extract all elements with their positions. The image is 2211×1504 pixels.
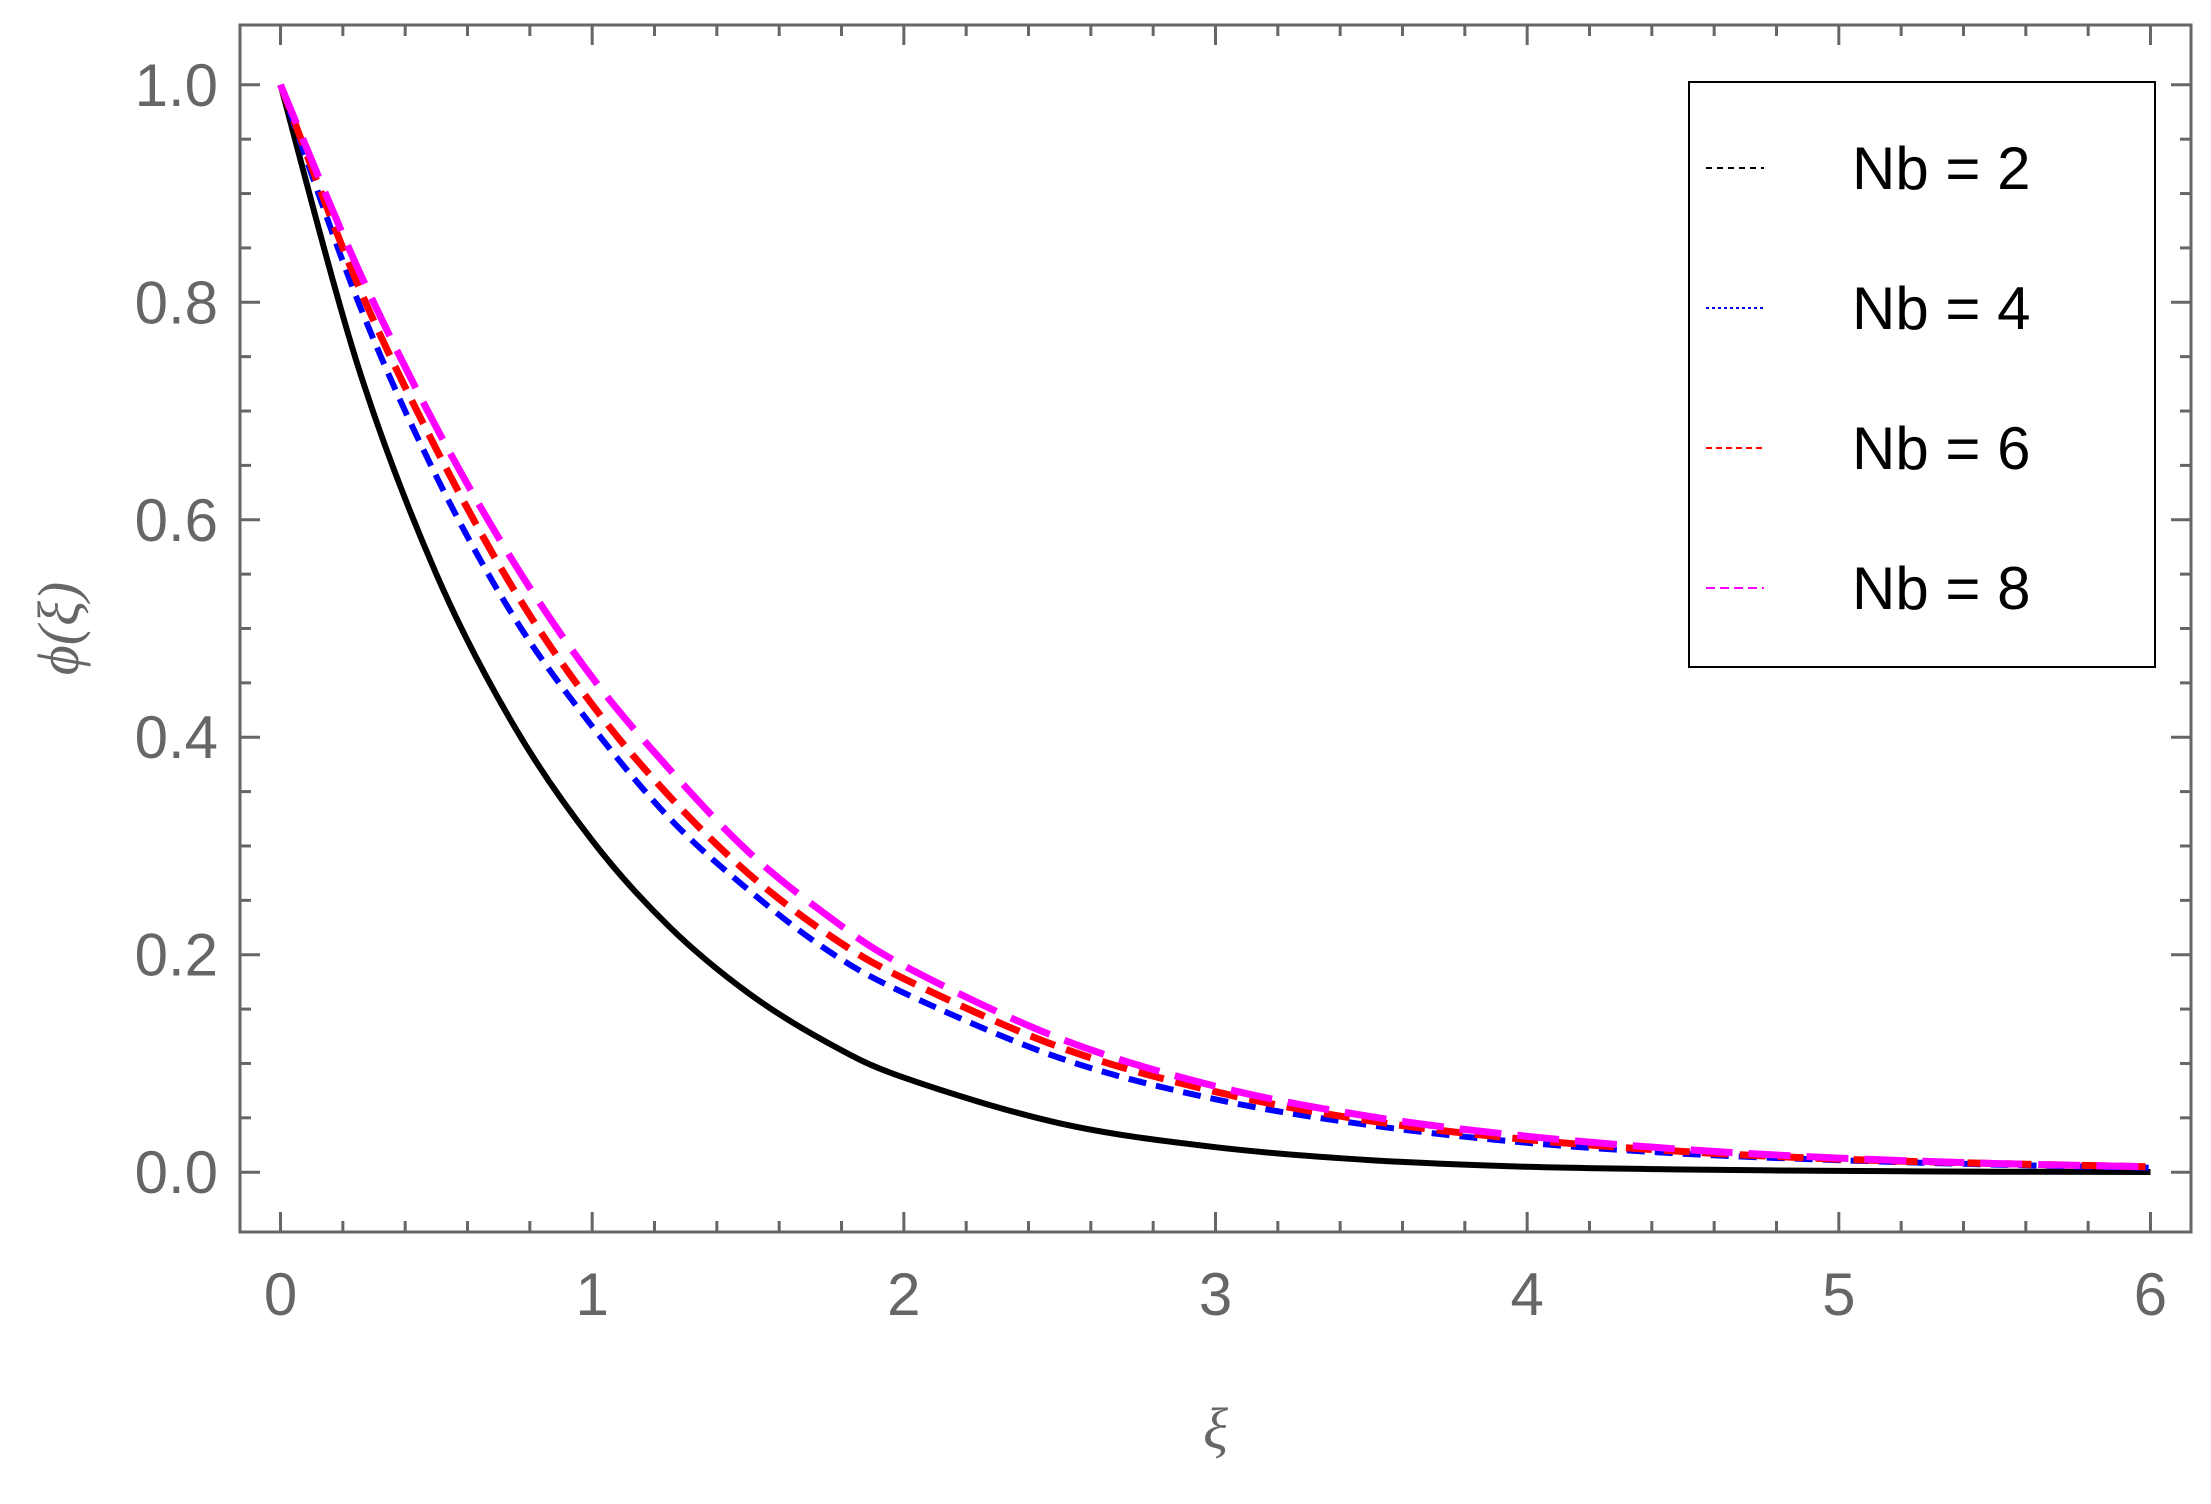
x-tick-label: 6 [2134,1261,2167,1328]
series-line-3 [277,83,2151,1171]
x-tick-label: 1 [575,1261,608,1328]
y-tick-label: 0.4 [135,704,218,771]
x-tick-label: 2 [887,1261,920,1328]
curves-layer [277,83,2151,1175]
x-tick-label: 3 [1199,1261,1232,1328]
y-tick-label: 0.2 [135,922,218,989]
y-tick-label: 0.6 [135,487,218,554]
x-tick-label: 0 [264,1261,297,1328]
y-axis-title: ϕ(ξ) [26,582,91,676]
legend-label-1: Nb = 2 [1852,135,2030,202]
legend-label-3: Nb = 6 [1852,415,2030,482]
y-tick-label: 0.0 [135,1139,218,1206]
legend-box [1688,81,2156,668]
series-line-1 [277,84,2151,1175]
y-tick-label: 1.0 [135,52,218,119]
ticks-layer [240,25,2191,1232]
legend: Nb = 2 Nb = 4 Nb = 6 Nb = 8 [1688,81,2156,668]
legend-label-2: Nb = 4 [1852,275,2030,342]
y-tick-label: 0.8 [135,269,218,336]
x-tick-label: 4 [1510,1261,1543,1328]
tick-labels-layer: 0 1 2 3 4 5 6 0.0 0.2 0.4 0.6 0.8 1.0 [135,52,2168,1328]
legend-label-4: Nb = 8 [1852,555,2030,622]
x-axis-title: ξ [1203,1396,1228,1461]
x-tick-label: 5 [1822,1261,1855,1328]
legend-items: Nb = 2 Nb = 4 Nb = 6 Nb = 8 [1706,135,2030,622]
series-line-4 [277,83,2151,1171]
